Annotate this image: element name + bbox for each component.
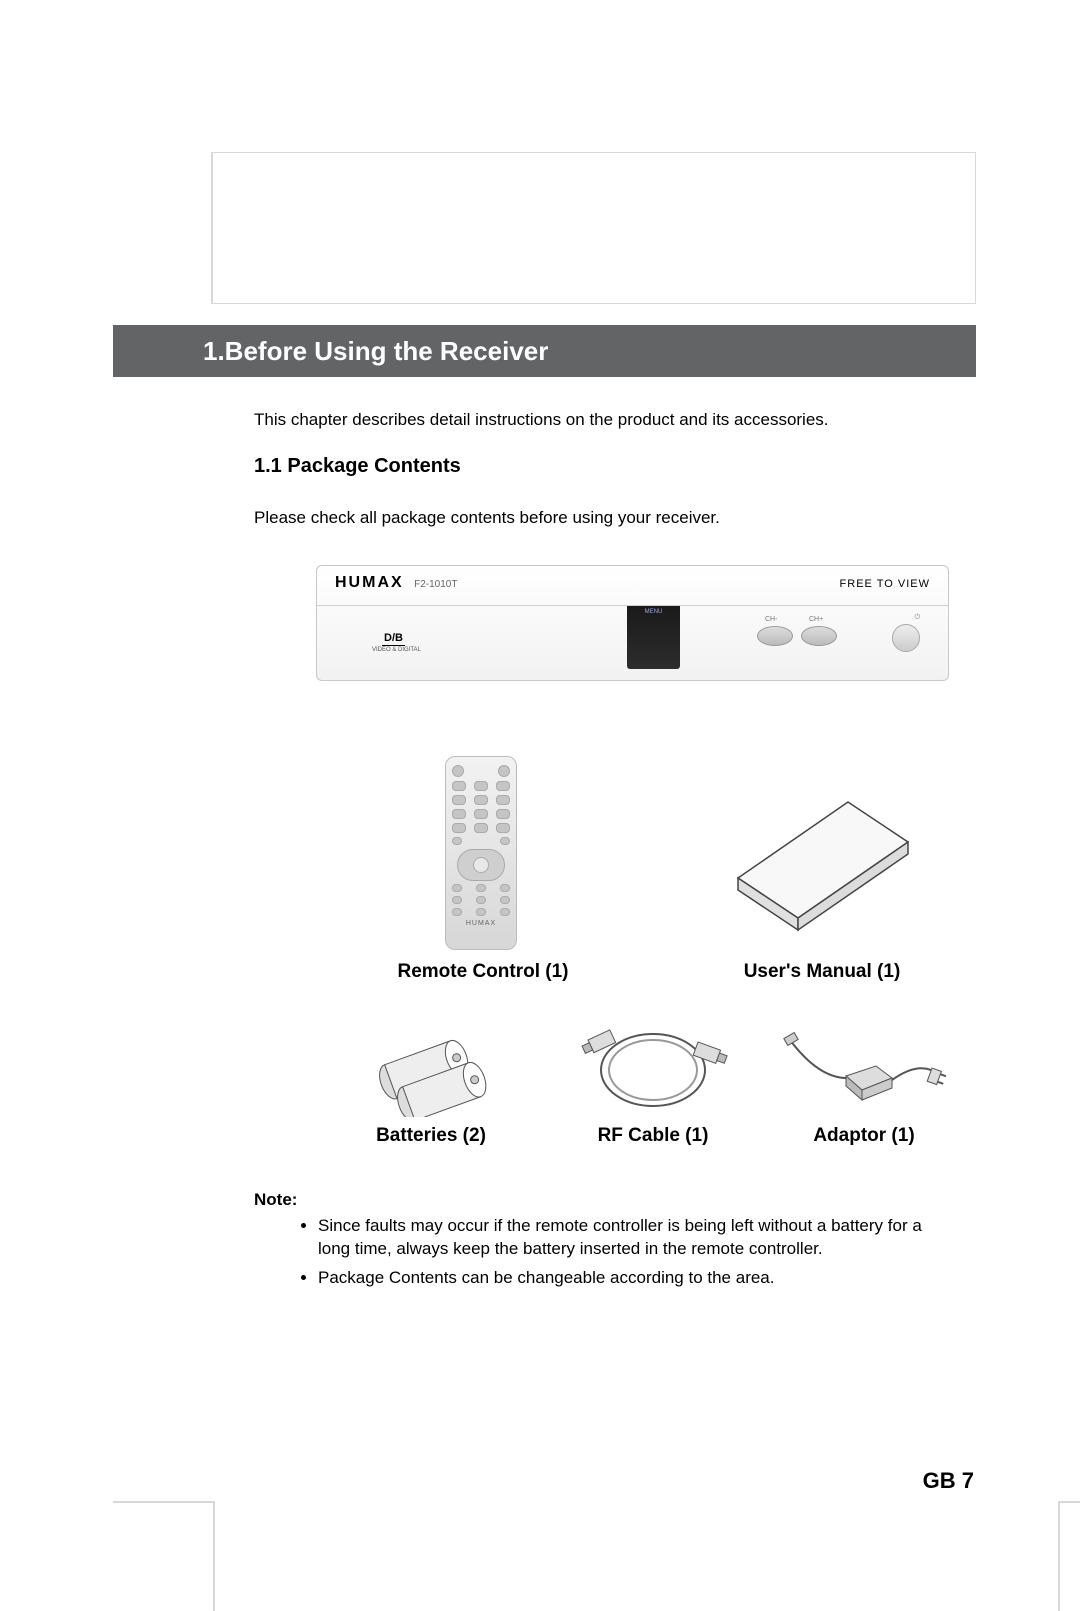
ch-plus-label: CH+ (809, 616, 823, 623)
ch-minus-button (757, 626, 793, 646)
footer-frame-line (1060, 1501, 1080, 1503)
adaptor-caption: Adaptor (1) (769, 1125, 959, 1147)
dvb-sublabel: VIDEO & DIGITAL (372, 647, 421, 653)
manual-caption: User's Manual (1) (697, 961, 947, 983)
slot-label: MENU (627, 609, 680, 615)
section-heading: 1.1 Package Contents (254, 455, 461, 478)
remote-dpad (457, 849, 505, 881)
remote-brand: HUMAX (452, 920, 510, 927)
receiver-brand-text: HUMAX (335, 574, 404, 591)
note-list: Since faults may occur if the remote con… (300, 1215, 940, 1296)
remote-control-figure: HUMAX (445, 756, 517, 950)
footer-frame-line (113, 1501, 213, 1503)
receiver-model: F2-1010T (414, 579, 457, 590)
note-heading: Note: (254, 1190, 297, 1210)
standby-label: ⏻ (914, 614, 920, 622)
rf-cable-caption: RF Cable (1) (558, 1125, 748, 1147)
receiver-top-panel: HUMAX F2-1010T FREE TO VIEW (317, 566, 948, 606)
intro-text: This chapter describes detail instructio… (254, 410, 829, 430)
chapter-title-band: 1.Before Using the Receiver (113, 325, 976, 377)
rf-cable-figure (568, 1020, 738, 1120)
ch-plus-button (801, 626, 837, 646)
batteries-figure (362, 1027, 502, 1117)
channel-buttons: CH- CH+ (757, 626, 847, 652)
manual-page: 1.Before Using the Receiver This chapter… (0, 0, 1080, 1528)
chapter-title: 1.Before Using the Receiver (203, 336, 548, 367)
section-desc: Please check all package contents before… (254, 508, 720, 528)
receiver-device-figure: HUMAX F2-1010T FREE TO VIEW MENU D/B VID… (316, 565, 949, 681)
free-to-view-label: FREE TO VIEW (840, 578, 930, 590)
page-number: GB 7 (923, 1468, 974, 1494)
header-frame (113, 152, 976, 304)
remote-caption: Remote Control (1) (358, 961, 608, 983)
batteries-caption: Batteries (2) (336, 1125, 526, 1147)
ch-minus-label: CH- (765, 616, 777, 623)
receiver-brand: HUMAX F2-1010T (335, 574, 457, 592)
adaptor-figure (780, 1030, 950, 1120)
footer-frame-line (213, 1501, 215, 1611)
footer-frame-line (1058, 1501, 1060, 1611)
header-notch (113, 152, 213, 304)
dvb-logo: D/B (382, 632, 405, 646)
receiver-card-slot: MENU (627, 606, 680, 669)
note-item: Since faults may occur if the remote con… (318, 1215, 940, 1261)
standby-button (892, 624, 920, 652)
note-item: Package Contents can be changeable accor… (318, 1267, 940, 1290)
users-manual-figure (718, 778, 928, 938)
